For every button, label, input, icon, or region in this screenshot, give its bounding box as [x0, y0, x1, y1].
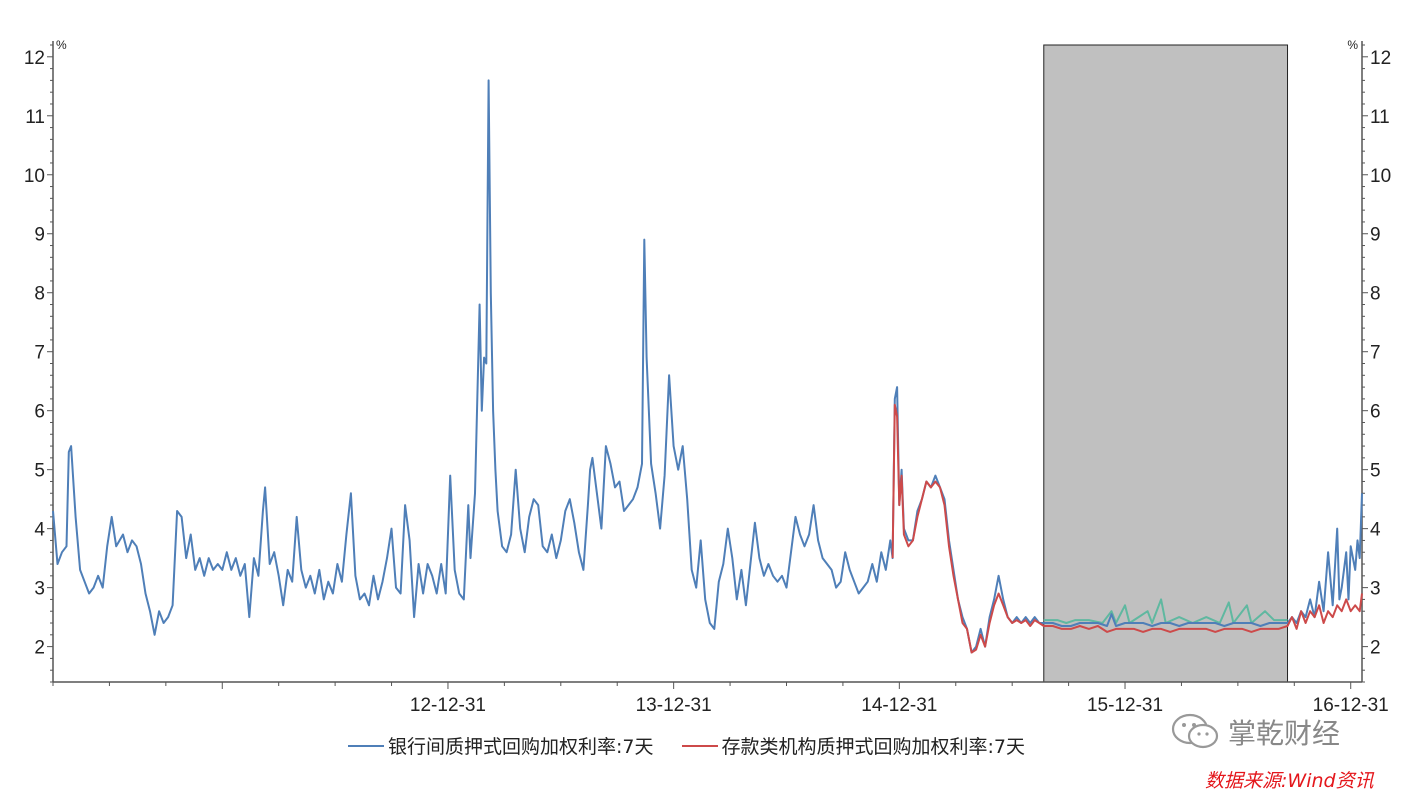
y-tick-label-left: 8 [34, 284, 45, 305]
watermark-text: 掌乾财经 [1228, 717, 1341, 750]
y-tick-label-left: 5 [34, 461, 45, 482]
y-tick-label-left: 4 [34, 520, 45, 541]
legend-swatch-red [681, 744, 718, 747]
legend-label-depository: 存款类机构质押式回购加权利率:7天 [721, 736, 1026, 758]
legend-swatch-blue [348, 744, 384, 747]
wechat-icon [1171, 713, 1219, 749]
y-tick-label-left: 7 [34, 343, 45, 364]
x-tick-label: 15-12-31 [1087, 695, 1163, 716]
y-unit-left: % [56, 38, 67, 52]
y-tick-label-right: 2 [1370, 638, 1381, 659]
y-tick-label-left: 11 [25, 107, 45, 128]
series-line-0 [52, 79, 1363, 654]
y-tick-label-left: 12 [24, 48, 45, 69]
y-tick-label-right: 12 [1370, 48, 1391, 69]
y-tick-label-right: 3 [1370, 579, 1381, 600]
x-tick-label: 14-12-31 [861, 695, 937, 716]
x-tick-label: 12-12-31 [410, 695, 486, 716]
series-line-2 [1043, 598, 1288, 624]
y-tick-label-right: 5 [1370, 461, 1381, 482]
y-tick-label-left: 2 [34, 638, 45, 659]
series-line-1 [891, 403, 1363, 654]
y-tick-label-left: 6 [34, 402, 45, 423]
legend-item-depository: 存款类机构质押式回购加权利率:7天 [681, 732, 1026, 759]
legend-label-interbank: 银行间质押式回购加权利率:7天 [388, 736, 654, 758]
y-tick-label-left: 10 [24, 166, 45, 187]
data-source: 数据来源:Wind资讯 [1205, 770, 1374, 792]
y-tick-label-right: 11 [1370, 107, 1390, 128]
y-tick-label-right: 10 [1370, 166, 1391, 187]
shaded-region [1043, 44, 1289, 683]
legend-item-interbank: 银行间质押式回购加权利率:7天 [348, 732, 654, 759]
y-tick-label-left: 9 [34, 225, 45, 246]
y-tick-label-right: 9 [1370, 225, 1381, 246]
x-tick-label: 16-12-31 [1313, 695, 1389, 716]
y-tick-label-left: 3 [34, 579, 45, 600]
y-unit-right: % [1347, 38, 1358, 52]
y-tick-label-right: 4 [1370, 520, 1381, 541]
x-tick-label: 13-12-31 [636, 695, 712, 716]
y-tick-label-right: 8 [1370, 284, 1381, 305]
chart-legend: 银行间质押式回购加权利率:7天 存款类机构质押式回购加权利率:7天 [348, 732, 1053, 759]
y-tick-label-right: 6 [1370, 402, 1381, 423]
y-tick-label-right: 7 [1370, 343, 1381, 364]
watermark: 掌乾财经 [1170, 712, 1340, 752]
